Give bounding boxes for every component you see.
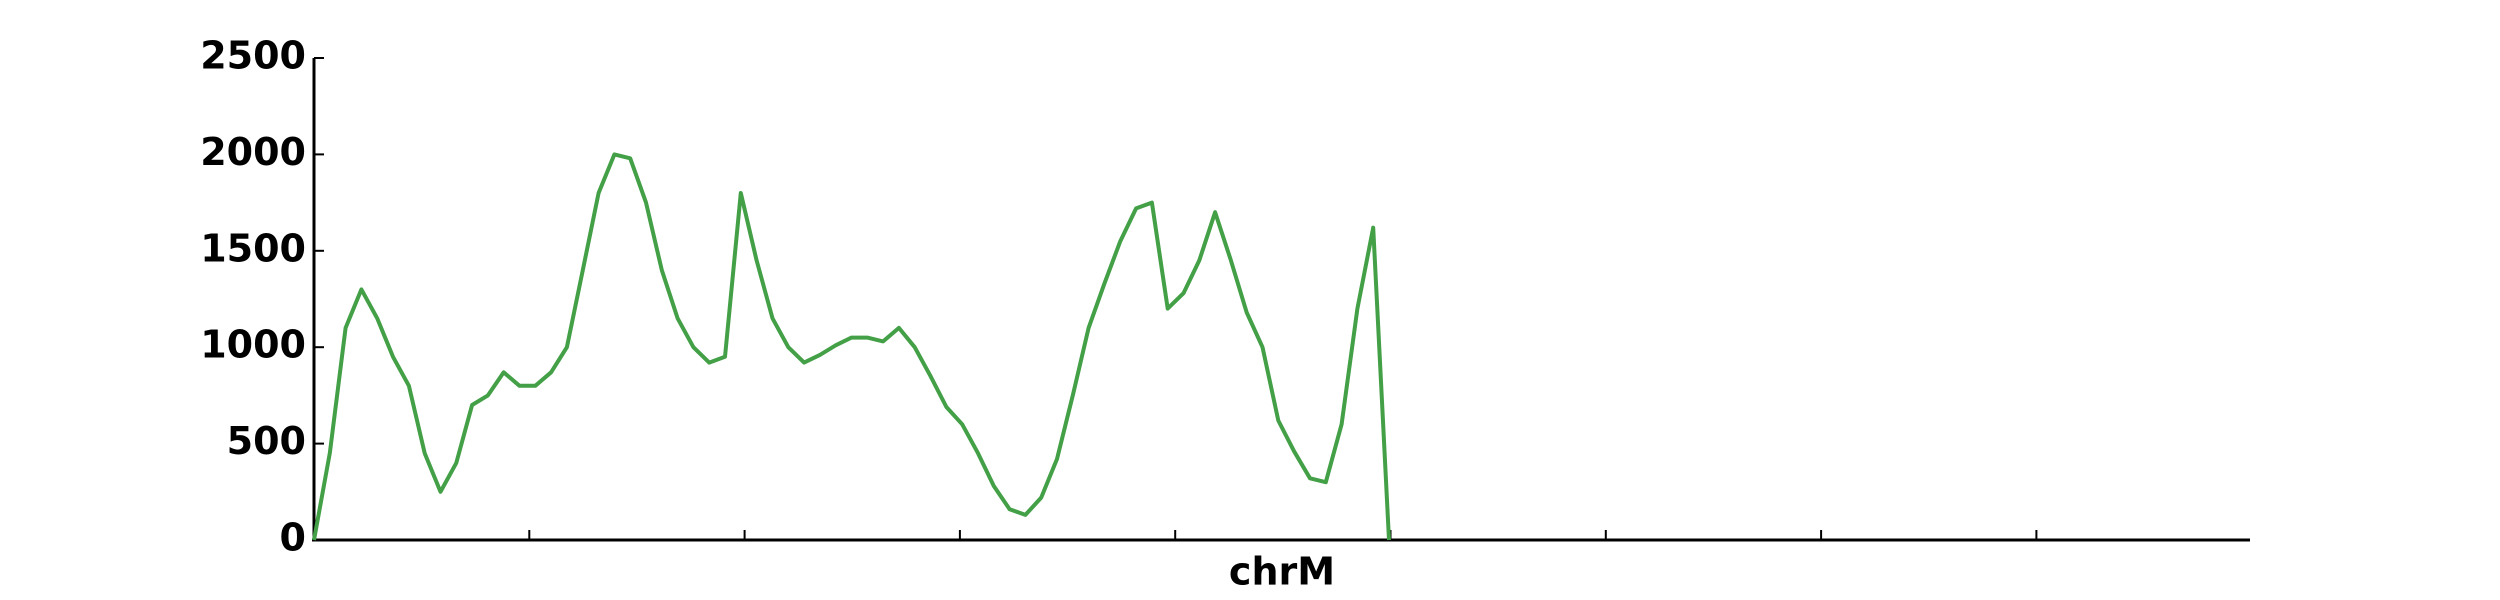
coverage-line (312, 152, 1391, 541)
y-tick-label: 2500 (200, 34, 306, 78)
x-axis-label: chrM (1229, 550, 1335, 594)
y-tick-label: 1500 (200, 226, 306, 270)
y-tick-label: 2000 (200, 130, 306, 174)
y-tick-label: 500 (227, 419, 306, 463)
y-tick-label: 0 (280, 516, 306, 560)
y-tick-label: 1000 (200, 323, 306, 367)
